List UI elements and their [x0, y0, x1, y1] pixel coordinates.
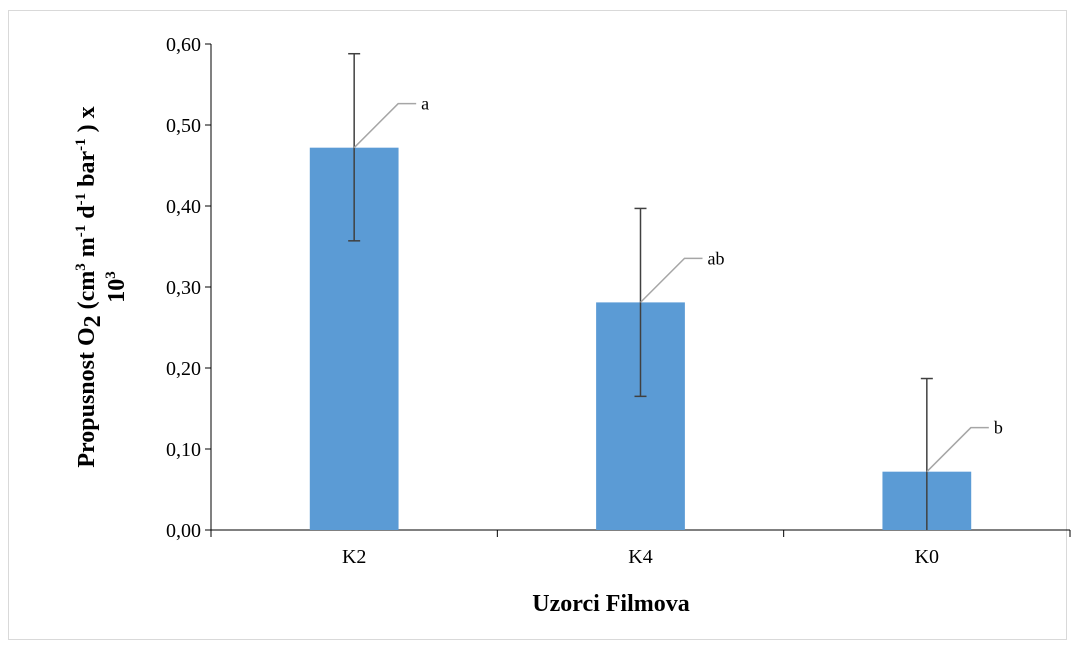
annotation-leader — [639, 257, 703, 303]
y-ticks: 0,00 0,10 0,20 0,30 0,40 0,50 0,60 — [166, 34, 211, 542]
x-axis-title: Uzorci Filmova — [532, 591, 690, 617]
annotations: a ab b — [353, 94, 1003, 473]
x-tick-label: K2 — [342, 546, 366, 568]
y-axis-title: Propusnost O2 (cm3 m-1 d-1 bar-1 ) x 103 — [73, 106, 130, 467]
annotation-label: a — [421, 94, 429, 114]
y-axis-title-line2: 103 — [103, 271, 130, 303]
y-tick-label: 0,40 — [166, 196, 201, 218]
y-axis-title-line1: Propusnost O2 (cm3 m-1 d-1 bar-1 ) x — [73, 106, 106, 467]
annotation-label: ab — [708, 248, 725, 268]
y-tick-label: 0,10 — [166, 439, 201, 461]
y-tick-label: 0,50 — [166, 115, 201, 137]
y-tick-label: 0,00 — [166, 520, 201, 542]
y-tick-label: 0,30 — [166, 277, 201, 299]
chart-frame — [8, 10, 1067, 640]
y-tick-label: 0,20 — [166, 358, 201, 380]
y-tick-label: 0,60 — [166, 34, 201, 56]
annotation-label: b — [994, 418, 1003, 438]
annotation-leader — [353, 102, 417, 149]
x-tick-label: K4 — [628, 546, 652, 568]
x-tick-label: K0 — [915, 546, 939, 568]
x-ticks: K2 K4 K0 — [210, 530, 1071, 568]
annotation-leader — [926, 426, 989, 473]
